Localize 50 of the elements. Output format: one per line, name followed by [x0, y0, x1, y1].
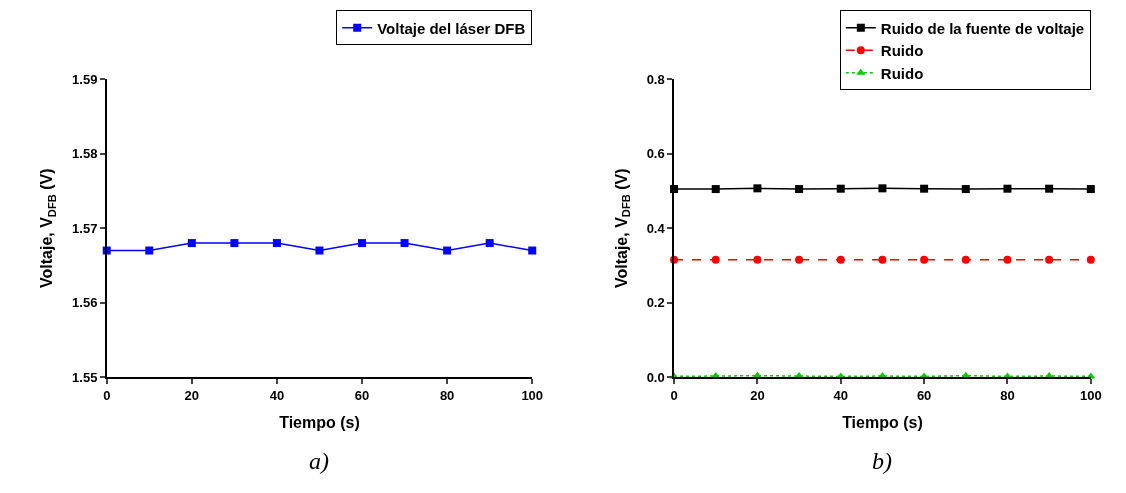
point [836, 184, 845, 193]
point [711, 185, 720, 194]
y-tick-label: 0.4 [646, 220, 666, 236]
point [753, 184, 762, 193]
y-tick-label: 0.2 [646, 295, 665, 311]
x-axis-title: Tiempo (s) [279, 413, 360, 431]
x-tick-label: 80 [1000, 387, 1015, 403]
point [753, 255, 762, 264]
y-tick-label: 1.58 [72, 146, 98, 162]
y-tick-label: 0.0 [646, 369, 665, 385]
x-tick-label: 80 [439, 387, 455, 403]
legend-label: Ruido [880, 42, 924, 60]
y-tick-label: 1.59 [72, 71, 98, 87]
point [711, 255, 720, 264]
x-tick-label: 100 [1079, 387, 1102, 403]
point [961, 185, 970, 194]
x-tick-label: 20 [750, 387, 765, 403]
point [878, 255, 887, 264]
x-tick-label: 40 [833, 387, 848, 403]
point [1086, 255, 1095, 264]
point [878, 184, 887, 193]
x-axis-title: Tiempo (s) [842, 413, 923, 431]
x-tick-label: 40 [269, 387, 285, 403]
y-tick-label: 0.8 [646, 71, 665, 87]
x-tick-label: 100 [521, 387, 544, 403]
legend-label: Ruido de la fuente de voltaje [880, 19, 1085, 37]
point [1003, 255, 1012, 264]
y-tick-label: 1.57 [72, 220, 98, 236]
x-tick-label: 60 [354, 387, 370, 403]
point [1045, 255, 1054, 264]
point [920, 184, 929, 193]
point [920, 255, 929, 264]
legend-label: Voltaje del láser DFB [377, 19, 526, 37]
point [961, 255, 970, 264]
point [795, 185, 804, 194]
x-tick-label: 0 [670, 387, 678, 403]
point [795, 255, 804, 264]
x-tick-label: 20 [184, 387, 200, 403]
x-tick-label: 0 [103, 387, 111, 403]
point [1086, 185, 1095, 194]
text: a) [309, 448, 329, 474]
y-tick-label: 1.56 [72, 295, 98, 311]
y-tick-label: 1.55 [72, 369, 98, 385]
x-tick-label: 60 [916, 387, 932, 403]
point [836, 255, 845, 264]
y-tick-label: 0.6 [646, 146, 665, 162]
legend-label: Ruido [880, 64, 924, 82]
point [1045, 184, 1054, 193]
point [1003, 184, 1012, 193]
text: b) [872, 448, 892, 474]
